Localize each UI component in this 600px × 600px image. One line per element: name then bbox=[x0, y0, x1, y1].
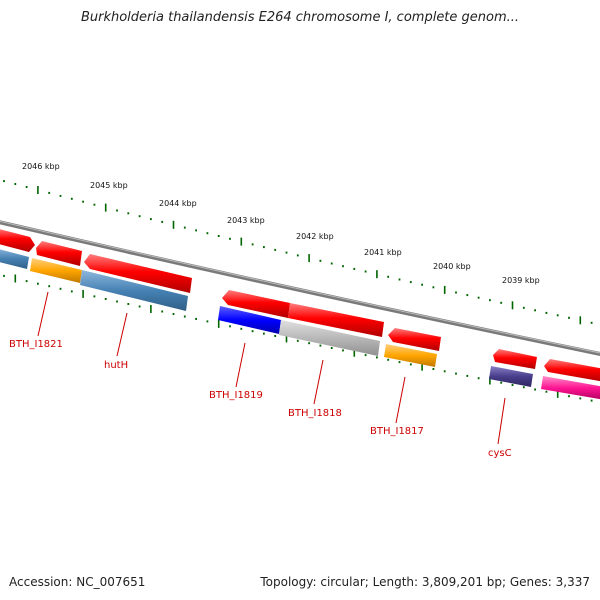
scale-label-2039: 2039 kbp bbox=[502, 276, 540, 285]
gene-arrow[interactable] bbox=[388, 328, 441, 351]
label-leader bbox=[235, 342, 246, 388]
label-leader bbox=[116, 312, 128, 357]
gene-block-steelblue[interactable] bbox=[80, 270, 188, 311]
gene-block-darkslate[interactable] bbox=[489, 366, 533, 387]
gene-arrow[interactable] bbox=[493, 349, 537, 369]
gene-arrow[interactable] bbox=[84, 254, 192, 293]
gene-arrow[interactable] bbox=[0, 228, 35, 252]
scale-label-2044: 2044 kbp bbox=[159, 199, 197, 208]
gene-block-orange[interactable] bbox=[384, 344, 437, 367]
gene-label-cysc[interactable]: cysC bbox=[488, 448, 512, 459]
inner-scale-ticks bbox=[3, 274, 593, 402]
outer-scale-ticks bbox=[3, 180, 593, 325]
scale-label-2043: 2043 kbp bbox=[227, 216, 265, 225]
gene-label-bth-i1819[interactable]: BTH_I1819 bbox=[209, 390, 263, 401]
scale-label-2042: 2042 kbp bbox=[296, 232, 334, 241]
gene-block-orange[interactable] bbox=[30, 258, 82, 283]
gene-arrow[interactable] bbox=[222, 290, 290, 318]
gene-block-gray[interactable] bbox=[279, 320, 380, 356]
scale-label-2046: 2046 kbp bbox=[22, 162, 60, 171]
gene-label-huth[interactable]: hutH bbox=[104, 360, 128, 371]
label-leader bbox=[313, 359, 324, 405]
gene-block-steelblue[interactable] bbox=[0, 248, 29, 269]
gene-label-bth-i1821[interactable]: BTH_I1821 bbox=[9, 339, 63, 350]
gene-label-bth-i1817[interactable]: BTH_I1817 bbox=[370, 426, 424, 437]
gene-label-bth-i1818[interactable]: BTH_I1818 bbox=[288, 408, 342, 419]
map-title: Burkholderia thailandensis E264 chromoso… bbox=[80, 10, 520, 25]
accession-text: Accession: NC_007651 bbox=[9, 575, 146, 589]
gene-block-pink[interactable] bbox=[541, 376, 600, 400]
gene-block-blue[interactable] bbox=[218, 306, 281, 334]
scale-label-2040: 2040 kbp bbox=[433, 262, 471, 271]
gene-arrow[interactable] bbox=[36, 241, 82, 266]
genome-summary-text: Topology: circular; Length: 3,809,201 bp… bbox=[260, 575, 590, 589]
scale-label-2041: 2041 kbp bbox=[364, 248, 402, 257]
chromosome-backbone bbox=[0, 220, 600, 356]
label-leader bbox=[395, 376, 406, 424]
gene-arrow[interactable] bbox=[544, 359, 600, 382]
scale-label-2045: 2045 kbp bbox=[90, 181, 128, 190]
label-leader bbox=[37, 291, 49, 337]
gene-arrow[interactable] bbox=[288, 303, 384, 337]
label-leader bbox=[497, 397, 506, 445]
